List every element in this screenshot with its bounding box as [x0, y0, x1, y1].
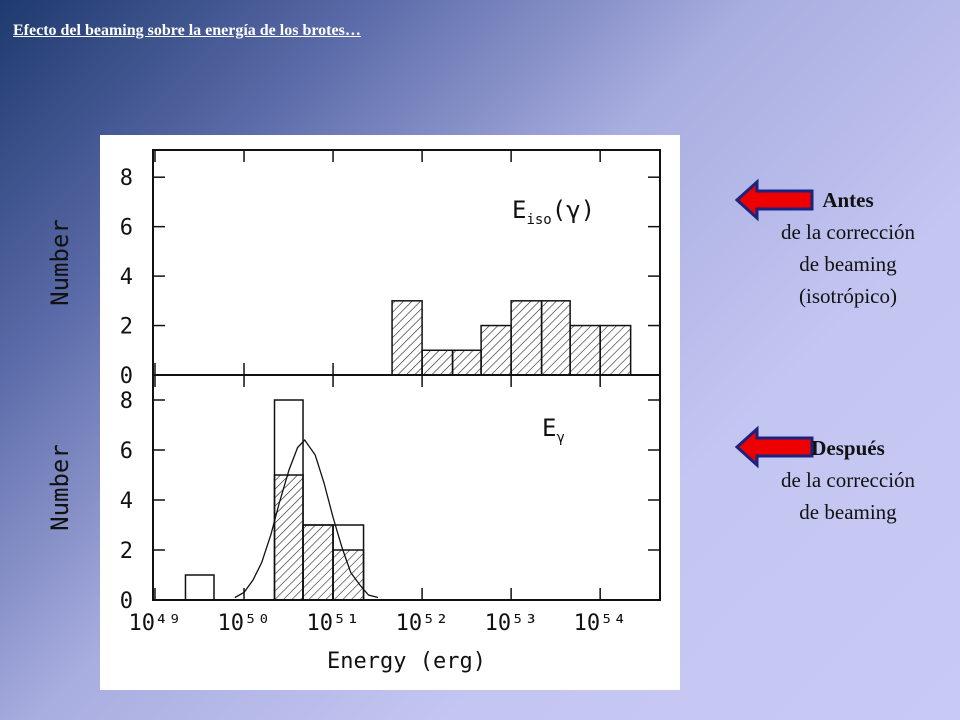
histogram-bar	[510, 300, 543, 376]
histogram-bar	[480, 324, 512, 376]
histogram-bar	[273, 474, 304, 601]
y-tick-label: 4	[120, 489, 133, 514]
histogram-bar	[540, 300, 571, 376]
y-tick-label: 0	[120, 364, 133, 389]
x-tick-label: 10⁵⁰	[218, 611, 271, 636]
x-tick-label: 10⁵¹	[307, 611, 360, 636]
annotation-heading: Después	[811, 436, 885, 460]
y-tick-label: 8	[120, 389, 133, 414]
histogram-bar	[451, 349, 482, 376]
annotation-line: (isotrópico)	[799, 284, 897, 308]
histogram-bar	[421, 349, 454, 376]
y-tick-label: 4	[120, 265, 133, 290]
y-axis-label: Number	[46, 219, 74, 306]
chart-background	[100, 135, 680, 690]
x-tick-label: 10⁵³	[485, 611, 538, 636]
y-tick-label: 6	[120, 216, 133, 241]
annotation: Antes de la corrección de beaming (isotrópi…	[738, 184, 958, 312]
panel-label-main: E	[512, 196, 526, 224]
annotation-line: de beaming	[799, 500, 897, 524]
histogram-bar	[569, 324, 601, 376]
x-axis-label: Energy (erg)	[327, 649, 486, 674]
y-tick-label: 2	[120, 315, 133, 340]
y-tick-label: 2	[120, 539, 133, 564]
panel-label-rest: (γ)	[552, 196, 595, 224]
x-tick-label: 10⁵²	[396, 611, 449, 636]
arrow-1	[734, 178, 814, 222]
annotation: Después de la corrección de beaming	[738, 432, 958, 528]
slide-title: Efecto del beaming sobre la energía de l…	[13, 22, 361, 39]
histogram-bar	[302, 524, 334, 601]
annotation-line: de beaming	[799, 252, 897, 276]
panel-label-sub: γ	[556, 430, 564, 446]
x-tick-label: 10⁵⁴	[574, 611, 627, 636]
panel-label-main: E	[542, 414, 556, 442]
x-tick-label: 10⁴⁹	[128, 611, 181, 636]
panel-label: Eγ	[542, 414, 565, 446]
annotation-line: de la corrección	[780, 220, 916, 244]
y-tick-label: 6	[120, 439, 133, 464]
histogram-bar	[332, 549, 365, 601]
y-axis-label: Number	[46, 444, 74, 531]
panel-label: Eiso(γ)	[512, 196, 595, 228]
y-tick-label: 0	[120, 589, 133, 614]
plot-frame	[152, 374, 661, 601]
annotation-line: de la corrección	[780, 468, 916, 492]
histogram-bar	[391, 300, 423, 376]
arrow-2	[734, 425, 814, 469]
fit-curve	[234, 438, 379, 599]
histogram-bar	[599, 324, 632, 376]
panel-label-sub: iso	[526, 212, 551, 228]
annotation-heading: Antes	[822, 188, 874, 212]
y-tick-label: 8	[120, 166, 133, 191]
